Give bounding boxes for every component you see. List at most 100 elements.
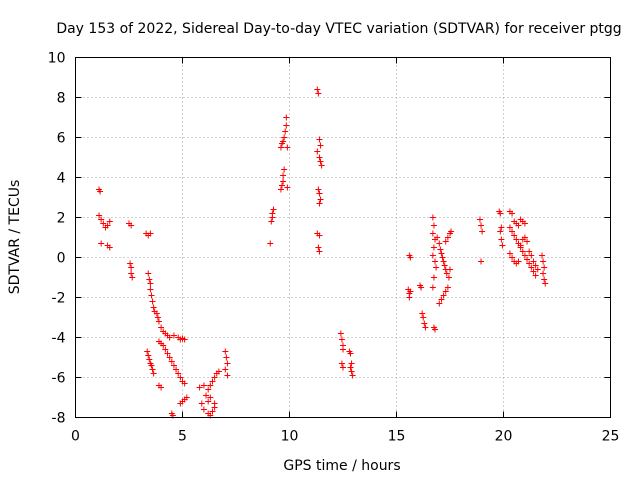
data-point <box>540 258 547 265</box>
data-point <box>532 272 539 279</box>
data-point <box>154 314 161 321</box>
plot-frame <box>75 57 611 418</box>
data-point <box>200 406 207 413</box>
data-point <box>511 232 518 239</box>
data-point <box>517 242 524 249</box>
data-point <box>97 188 104 195</box>
data-point <box>526 260 533 267</box>
data-point <box>144 348 151 355</box>
data-point <box>539 252 546 259</box>
data-point <box>284 184 291 191</box>
data-point <box>147 280 154 287</box>
x-tick-label: 10 <box>281 429 299 445</box>
data-point <box>316 154 323 161</box>
data-point <box>498 236 505 243</box>
data-point <box>316 190 323 197</box>
axis-ticks: 0 5 10 15 20 25 -8 -6 -4 -2 0 2 4 6 8 10 <box>48 51 620 445</box>
data-point <box>438 296 445 303</box>
data-point <box>128 270 135 277</box>
data-point <box>283 122 290 129</box>
data-point <box>283 114 290 121</box>
y-tick-label: -6 <box>52 371 66 387</box>
data-point <box>166 354 173 361</box>
data-point <box>442 288 449 295</box>
data-point <box>279 182 286 189</box>
data-point <box>205 386 212 393</box>
data-point <box>284 144 291 151</box>
data-point <box>281 166 288 173</box>
data-point <box>430 244 437 251</box>
data-point <box>160 342 167 349</box>
data-point <box>444 234 451 241</box>
data-point <box>149 298 156 305</box>
data-point <box>98 240 105 247</box>
data-point <box>526 248 533 255</box>
data-point <box>148 292 155 299</box>
data-point <box>177 374 184 381</box>
data-point <box>430 274 437 281</box>
x-tick-label: 0 <box>71 429 80 445</box>
data-point <box>340 364 346 371</box>
data-point <box>104 222 111 229</box>
data-point <box>146 356 153 363</box>
data-point <box>476 216 483 223</box>
chart-title: Day 153 of 2022, Sidereal Day-to-day VTE… <box>56 21 621 37</box>
data-point <box>96 212 103 219</box>
data-point <box>439 254 446 261</box>
data-point <box>270 206 277 213</box>
data-point <box>338 336 345 343</box>
data-point <box>542 280 549 287</box>
data-point <box>211 400 218 407</box>
data-point <box>338 360 345 367</box>
y-tick-label: 10 <box>48 51 66 67</box>
data-point <box>149 366 156 373</box>
data-point <box>281 134 288 141</box>
data-point <box>521 220 528 227</box>
data-point <box>497 210 504 217</box>
data-point <box>203 392 210 399</box>
data-point <box>540 270 547 277</box>
data-point <box>209 408 216 415</box>
data-point <box>316 248 323 255</box>
data-points <box>96 86 549 419</box>
data-point <box>222 348 229 355</box>
data-point <box>280 172 287 179</box>
data-point <box>207 394 214 401</box>
data-point <box>445 274 452 281</box>
data-point <box>207 382 214 389</box>
grid-lines <box>75 57 611 418</box>
data-point <box>478 258 485 265</box>
data-point <box>267 240 274 247</box>
data-point <box>479 228 486 235</box>
data-point <box>153 310 160 317</box>
data-point <box>433 264 440 271</box>
data-point <box>432 258 439 265</box>
data-point <box>532 262 539 269</box>
data-point <box>314 86 321 93</box>
data-point <box>280 138 287 145</box>
data-point <box>521 234 528 241</box>
data-point <box>147 286 154 293</box>
data-point <box>509 228 516 235</box>
data-point <box>524 256 531 263</box>
data-point <box>317 196 324 203</box>
data-point <box>128 222 135 229</box>
data-point <box>175 370 182 377</box>
data-point <box>407 254 414 261</box>
data-point <box>349 372 356 379</box>
data-point <box>183 394 190 401</box>
data-point <box>155 318 162 325</box>
data-point <box>434 234 441 241</box>
data-point <box>150 304 157 311</box>
data-point <box>418 284 425 291</box>
y-tick-label: 8 <box>57 91 66 107</box>
data-point <box>196 384 203 391</box>
data-point <box>443 270 450 277</box>
data-point <box>441 262 448 269</box>
data-point <box>223 354 230 361</box>
data-point <box>444 284 451 291</box>
data-point <box>277 144 284 151</box>
data-point <box>215 368 222 375</box>
data-point <box>437 246 444 253</box>
